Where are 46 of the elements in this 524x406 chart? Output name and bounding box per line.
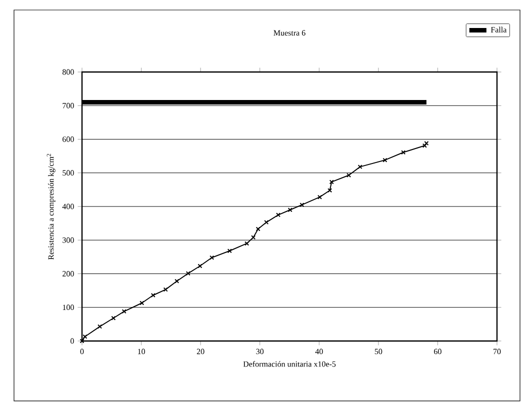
y-tick-label: 700 xyxy=(62,102,74,108)
x-tick-label: 30 xyxy=(256,348,264,354)
point xyxy=(244,241,250,246)
y-tick-label: 800 xyxy=(62,69,74,75)
x-tick-label: 10 xyxy=(138,348,145,354)
point xyxy=(210,255,214,260)
x-tick-label: 0 xyxy=(80,348,84,354)
y-tick-label: 400 xyxy=(62,204,74,210)
x-tick-label: 60 xyxy=(434,348,442,354)
point xyxy=(401,150,406,155)
point xyxy=(328,188,332,193)
point xyxy=(122,309,126,314)
point xyxy=(329,180,334,184)
point xyxy=(382,158,388,162)
point xyxy=(346,172,352,178)
x-tick-label: 70 xyxy=(494,348,501,354)
y-tick-label: 0 xyxy=(70,338,74,344)
y-tick-label: 600 xyxy=(62,136,74,142)
y-tick-label: 300 xyxy=(62,237,74,243)
point xyxy=(227,248,232,254)
point xyxy=(264,220,269,225)
x-tick-label: 40 xyxy=(315,348,323,354)
point xyxy=(140,300,144,306)
point xyxy=(98,324,102,329)
y-tick-label: 100 xyxy=(62,304,74,310)
point xyxy=(163,287,168,292)
point xyxy=(150,292,156,298)
point xyxy=(111,316,116,320)
x-tick-label: 20 xyxy=(196,348,204,354)
point xyxy=(251,235,256,240)
point xyxy=(358,164,362,170)
point xyxy=(174,278,180,284)
legend-label: Falla xyxy=(490,26,507,32)
chart-title: Muestra 6 xyxy=(274,30,306,36)
point xyxy=(198,264,202,268)
y-tick-label: 200 xyxy=(62,271,74,276)
point xyxy=(276,212,281,218)
x-axis-title: Deformación unitaria x10e-5 xyxy=(243,361,336,367)
point xyxy=(186,271,190,276)
x-tick-label: 50 xyxy=(374,348,382,354)
y-axis-title: Resistencia a compresión kg/cm$^{2}$ xyxy=(46,154,56,260)
y-tick-label: 500 xyxy=(62,170,74,176)
point xyxy=(300,202,304,208)
point xyxy=(317,194,322,200)
point xyxy=(256,226,260,232)
point xyxy=(288,208,292,212)
